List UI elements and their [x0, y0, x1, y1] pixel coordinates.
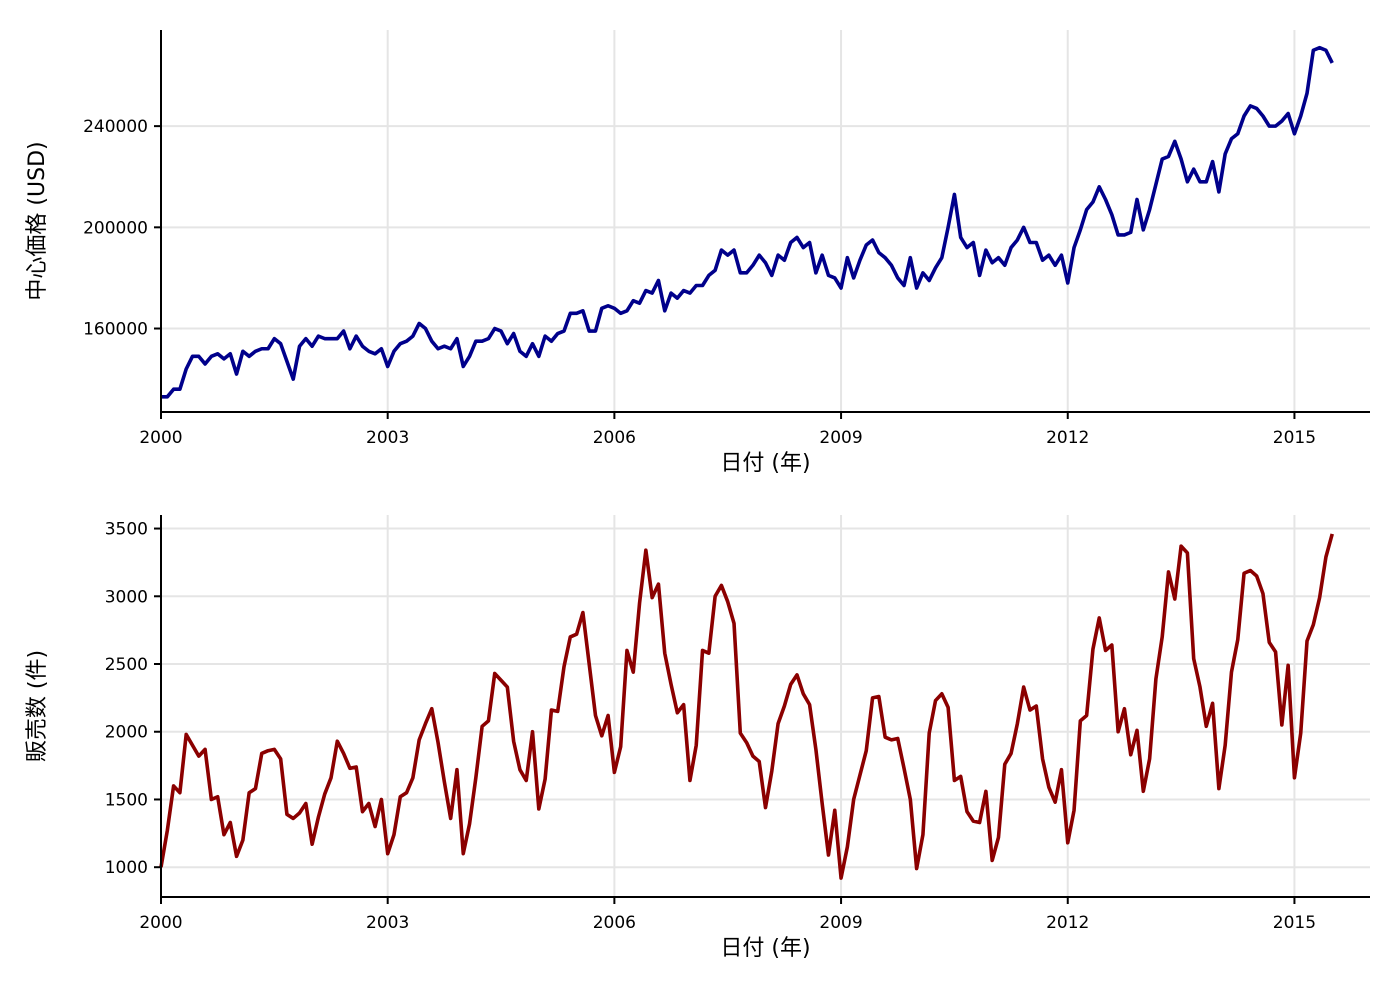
series-line — [161, 45, 1334, 399]
x-tick-label: 2003 — [366, 913, 409, 933]
x-axis-title: 日付 (年) — [720, 936, 810, 961]
x-tick-label: 2012 — [1046, 913, 1089, 933]
y-axis-title: 中心価格 (USD) — [25, 141, 50, 300]
y-tick-label: 1500 — [105, 790, 148, 810]
x-tick-label: 2012 — [1046, 428, 1089, 448]
x-tick-label: 2000 — [139, 913, 182, 933]
x-tick-label: 2015 — [1273, 428, 1316, 448]
y-tick-label: 2000 — [105, 723, 148, 743]
y-tick-label: 1000 — [105, 858, 148, 878]
y-tick-label: 160000 — [83, 320, 148, 340]
y-tick-label: 200000 — [83, 218, 148, 238]
y-tick-label: 240000 — [83, 117, 148, 137]
x-tick-label: 2000 — [139, 428, 182, 448]
x-tick-label: 2009 — [819, 913, 862, 933]
x-axis-title: 日付 (年) — [720, 451, 810, 476]
y-tick-label: 2500 — [105, 655, 148, 675]
x-tick-label: 2006 — [593, 428, 636, 448]
series-line — [159, 533, 1334, 880]
x-tick-label: 2006 — [593, 913, 636, 933]
y-tick-label: 3500 — [105, 520, 148, 540]
x-tick-label: 2015 — [1273, 913, 1316, 933]
x-tick-label: 2003 — [366, 428, 409, 448]
panel-2: 2000 2003 2006 2009 2012 2015 1000 1500 2000 2500… — [25, 515, 1370, 961]
y-tick-label: 3000 — [105, 587, 148, 607]
panel-1: 2000 2003 2006 2009 2012 2015 160000 200000 2400… — [25, 30, 1370, 476]
y-axis-title: 販売数 (件) — [25, 650, 50, 762]
x-tick-label: 2009 — [819, 428, 862, 448]
